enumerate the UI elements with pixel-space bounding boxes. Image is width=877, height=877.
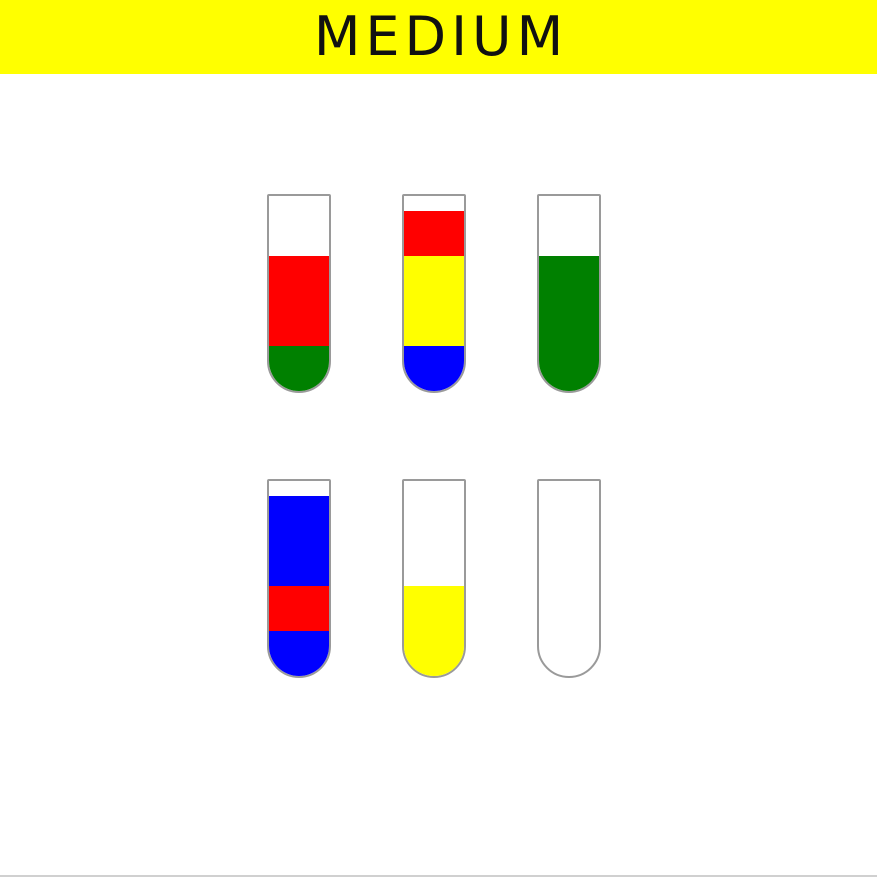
liquid-layer-red [269,586,329,631]
liquid-layer-green [269,346,329,391]
liquid-layer-blue [404,346,464,391]
tube-2[interactable] [402,194,466,393]
liquid-layer-yellow [404,631,464,676]
liquid-layer-green [539,301,599,346]
tube-1[interactable] [267,194,331,393]
tube-liquid [269,496,329,676]
tube-liquid [269,256,329,391]
liquid-layer-blue [269,631,329,676]
level-header: MEDIUM [0,0,877,74]
liquid-layer-red [269,301,329,346]
liquid-layer-yellow [404,586,464,631]
tube-liquid [404,211,464,391]
liquid-layer-red [269,256,329,301]
tube-3[interactable] [537,194,601,393]
liquid-layer-blue [269,496,329,541]
liquid-layer-yellow [404,256,464,301]
liquid-layer-red [404,211,464,256]
tube-6[interactable] [537,479,601,678]
liquid-layer-blue [269,541,329,586]
tube-4[interactable] [267,479,331,678]
liquid-layer-yellow [404,301,464,346]
tube-liquid [539,256,599,391]
liquid-layer-green [539,346,599,391]
tube-5[interactable] [402,479,466,678]
level-title: MEDIUM [313,5,569,68]
liquid-layer-green [539,256,599,301]
tube-liquid [404,586,464,676]
bottom-divider [0,875,877,877]
